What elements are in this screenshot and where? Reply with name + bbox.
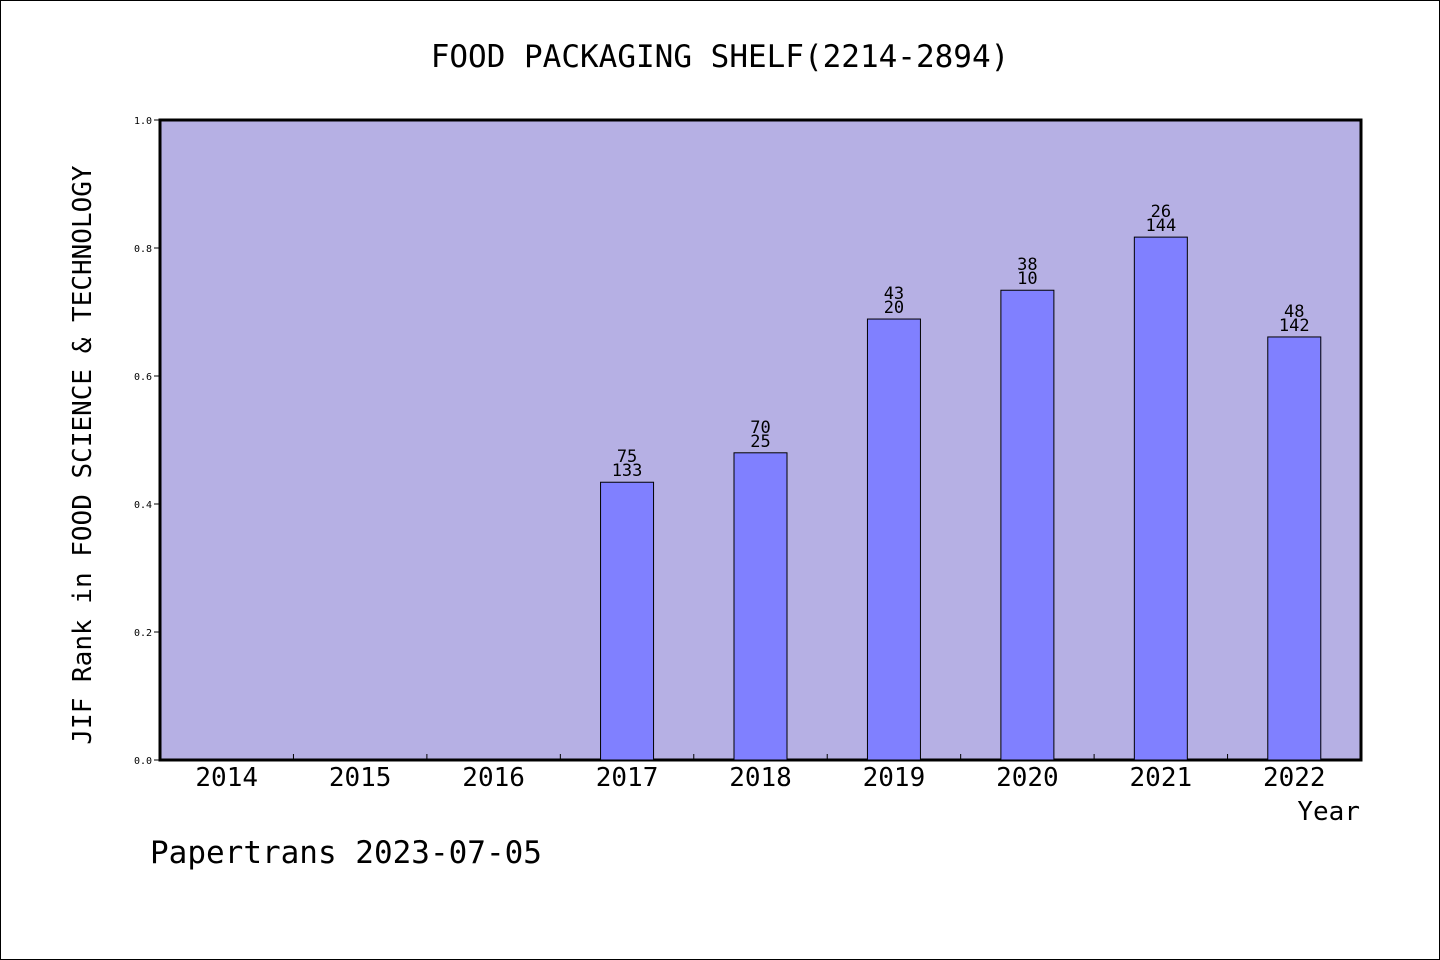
bar-label-bottom: 20 xyxy=(884,298,904,318)
x-tick-label: 2014 xyxy=(195,763,258,793)
x-axis: 2014 2015 2016 2017 2018 2019 2020 2021 2022 xyxy=(195,754,1326,793)
bar-label-top: 38 xyxy=(1017,255,1037,275)
chart-title: FOOD PACKAGING SHELF(2214-2894) xyxy=(431,39,1010,75)
x-tick-label: 2016 xyxy=(462,763,525,793)
x-tick-label: 2015 xyxy=(329,763,392,793)
y-tick-label: 0.0 xyxy=(134,756,152,767)
bar-label-bottom: 133 xyxy=(612,461,643,481)
bar-label-top: 75 xyxy=(617,447,637,467)
bars-group xyxy=(600,236,1322,761)
y-tick-label: 0.4 xyxy=(134,500,152,511)
x-tick-label: 2019 xyxy=(863,763,926,793)
watermark-text: Papertrans 2023-07-05 xyxy=(150,835,542,871)
x-tick-label: 2017 xyxy=(596,763,659,793)
bar-label-bottom: 144 xyxy=(1145,216,1176,236)
bar-label-top: 70 xyxy=(750,418,770,438)
bar-2022 xyxy=(1267,336,1322,761)
y-tick-label: 0.2 xyxy=(134,628,152,639)
bar-label-top: 43 xyxy=(884,284,904,304)
y-axis-label: JIF Rank in FOOD SCIENCE & TECHNOLOGY xyxy=(68,165,98,745)
bar-label-bottom: 10 xyxy=(1017,269,1037,289)
x-tick-label: 2021 xyxy=(1130,763,1193,793)
x-tick-label: 2022 xyxy=(1263,763,1326,793)
bar-2017 xyxy=(600,481,655,761)
bar-label-bottom: 142 xyxy=(1279,316,1310,336)
bar-2018 xyxy=(733,452,788,761)
bar-label-top: 48 xyxy=(1284,302,1304,322)
x-axis-label: Year xyxy=(1297,797,1360,827)
y-tick-label: 0.8 xyxy=(134,244,152,255)
bar-label-bottom: 25 xyxy=(750,432,770,452)
y-axis: 0.0 0.2 0.4 0.6 0.8 1.0 xyxy=(134,116,160,767)
bar-2020 xyxy=(1000,289,1055,761)
y-tick-label: 1.0 xyxy=(134,116,152,127)
bar-2021 xyxy=(1133,236,1188,761)
bar-2019 xyxy=(866,318,921,761)
x-tick-label: 2020 xyxy=(996,763,1059,793)
y-tick-label: 0.6 xyxy=(134,372,152,383)
bar-label-top: 26 xyxy=(1151,202,1171,222)
x-tick-label: 2018 xyxy=(729,763,792,793)
